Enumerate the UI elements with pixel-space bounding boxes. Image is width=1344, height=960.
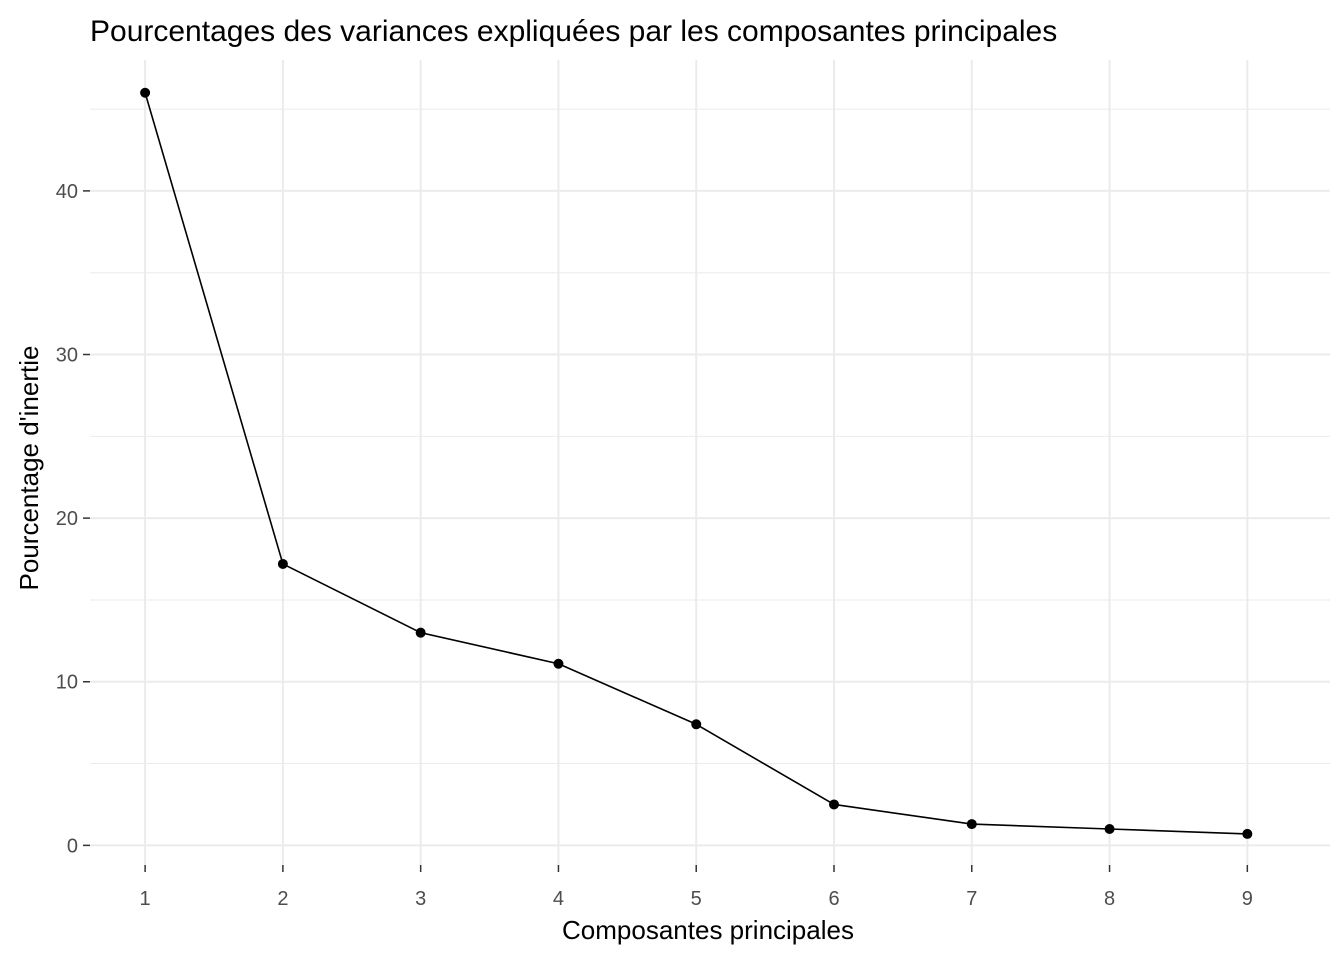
data-point	[140, 87, 151, 98]
x-tick-label: 5	[691, 888, 702, 910]
x-tick-label: 9	[1242, 888, 1253, 910]
grid-layer	[90, 60, 1330, 865]
x-tick-label: 7	[966, 888, 977, 910]
y-tick-label: 30	[56, 345, 78, 367]
x-axis-title: Composantes principales	[562, 915, 854, 945]
data-point	[1242, 828, 1253, 839]
y-tick-label: 40	[56, 181, 78, 203]
tick-layer: 0 10 20 30 40 1 2 3 4 5 6 7 8 9	[56, 181, 1253, 910]
data-point	[277, 558, 288, 569]
x-tick-label: 3	[415, 888, 426, 910]
y-tick-label: 0	[67, 835, 78, 857]
data-point	[829, 799, 839, 810]
x-tick-label: 8	[1104, 888, 1115, 910]
x-tick-label: 6	[828, 888, 839, 910]
y-tick-label: 20	[56, 508, 78, 530]
series-layer	[140, 87, 1253, 839]
y-axis-title: Pourcentage d'inertie	[14, 346, 44, 591]
y-tick-label: 10	[56, 672, 78, 694]
x-tick-label: 4	[553, 888, 564, 910]
x-tick-label: 2	[277, 888, 288, 910]
data-point	[1104, 824, 1115, 835]
x-tick-label: 1	[140, 888, 151, 910]
data-point	[415, 627, 426, 638]
data-point	[691, 719, 702, 730]
data-point	[553, 658, 564, 669]
data-point	[966, 819, 977, 830]
chart-title: Pourcentages des variances expliquées pa…	[90, 15, 1057, 48]
